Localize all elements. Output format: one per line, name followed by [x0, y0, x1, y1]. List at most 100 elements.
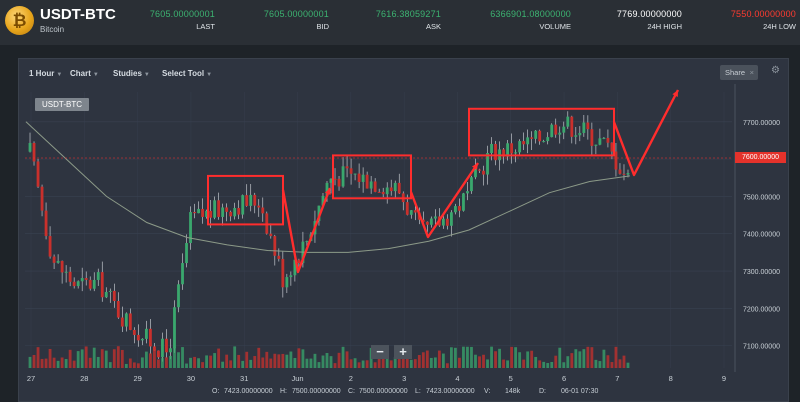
volume-bar [530, 350, 534, 368]
candle-body [128, 313, 132, 330]
y-tick-label: 7200.00000 [743, 306, 780, 313]
x-tick-label: Jun [291, 374, 303, 383]
volume-bar [285, 354, 289, 368]
candle-body [213, 200, 217, 218]
annotation-arrowhead [471, 163, 478, 170]
volume-bar [421, 352, 425, 368]
volume-bar [52, 357, 56, 368]
volume-bar [345, 351, 349, 368]
zoom-out-button[interactable]: − [371, 345, 389, 359]
candle-body [365, 174, 369, 189]
candle-body [40, 186, 44, 211]
volume-bar [586, 346, 590, 368]
volume-bar [313, 353, 317, 368]
volume-bar [297, 348, 301, 368]
candle-body [445, 218, 449, 226]
candle-body [490, 143, 493, 153]
annotation-arrow [409, 162, 479, 239]
volume-bar [221, 361, 225, 368]
stat-ask: 7616.38059271 ASK [331, 9, 441, 31]
volume-bar [626, 362, 630, 368]
volume-bar [269, 358, 273, 368]
candle-body [241, 195, 245, 215]
candle-body [542, 141, 546, 143]
candle-body [494, 143, 497, 161]
volume-bar [357, 362, 361, 368]
volume-bar [445, 363, 449, 368]
candle-body [36, 161, 40, 187]
stat-bid: 7605.00000001 BID [219, 9, 329, 31]
volume-bar [429, 357, 433, 368]
candle-body [361, 174, 365, 182]
volume-bar [478, 356, 481, 368]
volume-bar [173, 347, 176, 368]
candle-body [450, 212, 453, 226]
candle-body [610, 142, 614, 152]
candle-body [405, 202, 409, 215]
volume-bar [217, 348, 221, 368]
candle-body [502, 149, 505, 157]
volume-bar [409, 359, 413, 368]
candle-body [381, 191, 385, 195]
volume-bar [36, 347, 40, 368]
volume-bar [265, 351, 269, 368]
candle-body [112, 290, 116, 302]
close-icon[interactable]: × [749, 68, 754, 77]
volume-bar [518, 352, 522, 368]
volume-bar [401, 352, 405, 368]
candle-body [546, 137, 550, 142]
candle-body [474, 169, 477, 178]
candle-body [598, 138, 602, 145]
volume-bar [197, 358, 200, 368]
candle-body [425, 221, 429, 225]
studies-label: Studies [113, 69, 142, 78]
volume-bar [534, 356, 538, 368]
chevron-down-icon: ▼ [56, 72, 63, 78]
chart-toolbar: 1 Hour ▼ Chart ▼ Studies ▼ Select Tool ▼ Sha… [19, 59, 788, 85]
stat-volume-value: 6366901.08000000 [490, 9, 571, 19]
volume-bar [341, 346, 345, 368]
candle-body [201, 208, 204, 217]
candle-body [618, 169, 622, 174]
candle-body [84, 278, 88, 280]
candle-body [289, 275, 293, 278]
candle-body [373, 181, 377, 192]
chevron-down-icon: ▼ [92, 72, 99, 78]
stat-24h-low-label: 24H LOW [763, 22, 796, 31]
select-tool-dropdown[interactable]: Select Tool ▼ [162, 69, 212, 78]
candle-body [377, 191, 381, 193]
volume-bar [88, 357, 92, 368]
studies-dropdown[interactable]: Studies ▼ [113, 69, 150, 78]
volume-bar [193, 356, 196, 368]
x-tick-label: 8 [669, 374, 673, 383]
volume-bar [157, 359, 160, 368]
ohlc-open-label: O: [212, 388, 220, 395]
volume-bar [92, 347, 96, 368]
y-tick-label: 7400.00000 [743, 232, 780, 239]
volume-bar [116, 346, 120, 368]
zoom-in-button[interactable]: + [394, 345, 412, 359]
volume-bar [189, 357, 192, 368]
volume-bar [381, 350, 385, 368]
volume-bar [76, 351, 80, 368]
gear-icon[interactable]: ⚙ [771, 65, 780, 76]
volume-bar [40, 358, 44, 368]
volume-bar [562, 362, 566, 368]
candle-body [429, 218, 433, 225]
market-pair-title: USDT-BTC [40, 6, 116, 23]
candle-body [72, 281, 76, 287]
volume-bar [578, 351, 582, 368]
candle-body [433, 216, 437, 219]
candle-body [281, 258, 285, 288]
volume-bar [470, 346, 473, 368]
chart-type-dropdown[interactable]: Chart ▼ [70, 69, 99, 78]
ticker-header: ₿ USDT-BTC Bitcoin 7605.00000001 LAST 76… [0, 0, 800, 45]
candle-body [458, 206, 461, 211]
volume-bar [574, 349, 578, 368]
share-button[interactable]: Share × [720, 65, 758, 80]
x-tick-label: 28 [80, 374, 88, 383]
annotation-arrow [612, 89, 680, 177]
volume-bar [514, 347, 518, 368]
interval-dropdown[interactable]: 1 Hour ▼ [29, 69, 62, 78]
